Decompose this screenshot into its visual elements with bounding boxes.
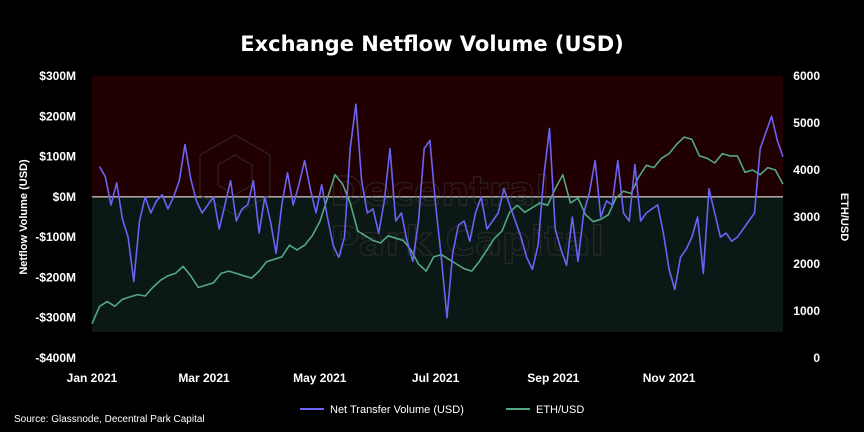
y-tick-label-left-7: -$400M <box>35 351 76 365</box>
x-axis: Jan 2021 Mar 2021 May 2021 Jul 2021 Sep 2021… <box>67 371 696 385</box>
watermark-line-2: Park Capital <box>330 219 604 265</box>
y-tick-label-left-5: -$200M <box>35 270 76 284</box>
chart-title: Exchange Netflow Volume (USD) <box>240 32 623 56</box>
x-tick-label-2: May 2021 <box>293 371 347 385</box>
y-tick-label-right-2: 4000 <box>793 163 820 177</box>
legend-label-1: ETH/USD <box>536 404 584 416</box>
series-line-1 <box>91 136 784 325</box>
x-tick-label-3: Jul 2021 <box>412 371 460 385</box>
y-tick-label-right-0: 6000 <box>793 69 820 83</box>
y-tick-label-left-6: -$300M <box>35 311 76 325</box>
y-tick-label-right-4: 2000 <box>793 257 820 271</box>
y-axis-right: 6000 5000 4000 3000 2000 1000 0 <box>793 69 820 365</box>
legend-label-0: Net Transfer Volume (USD) <box>330 404 464 416</box>
y-tick-label-left-2: $100M <box>39 150 76 164</box>
y-tick-label-right-6: 0 <box>813 351 820 365</box>
y-axis-right-title: ETH/USD <box>838 193 850 241</box>
y-axis-left-title: Netflow Volume (USD) <box>18 159 30 275</box>
series-lines <box>91 103 784 325</box>
y-tick-label-right-3: 3000 <box>793 210 820 224</box>
x-tick-label-1: Mar 2021 <box>178 371 230 385</box>
source-note: Source: Glassnode, Decentral Park Capita… <box>14 414 205 425</box>
y-tick-label-right-1: 5000 <box>793 116 820 130</box>
y-tick-label-left-3: $0M <box>53 190 76 204</box>
y-tick-label-left-0: $300M <box>39 69 76 83</box>
x-tick-label-5: Nov 2021 <box>643 371 696 385</box>
plot-band-0 <box>92 76 783 197</box>
y-tick-label-left-1: $200M <box>39 109 76 123</box>
x-tick-label-4: Sep 2021 <box>527 371 579 385</box>
y-tick-label-left-4: -$100M <box>35 230 76 244</box>
y-axis-left: $300M $200M $100M $0M -$100M -$200M -$300M -$40… <box>35 69 76 365</box>
y-tick-label-right-5: 1000 <box>793 304 820 318</box>
x-tick-label-0: Jan 2021 <box>67 371 118 385</box>
legend: Net Transfer Volume (USD) ETH/USD <box>300 404 584 416</box>
series-line-0 <box>98 103 784 319</box>
